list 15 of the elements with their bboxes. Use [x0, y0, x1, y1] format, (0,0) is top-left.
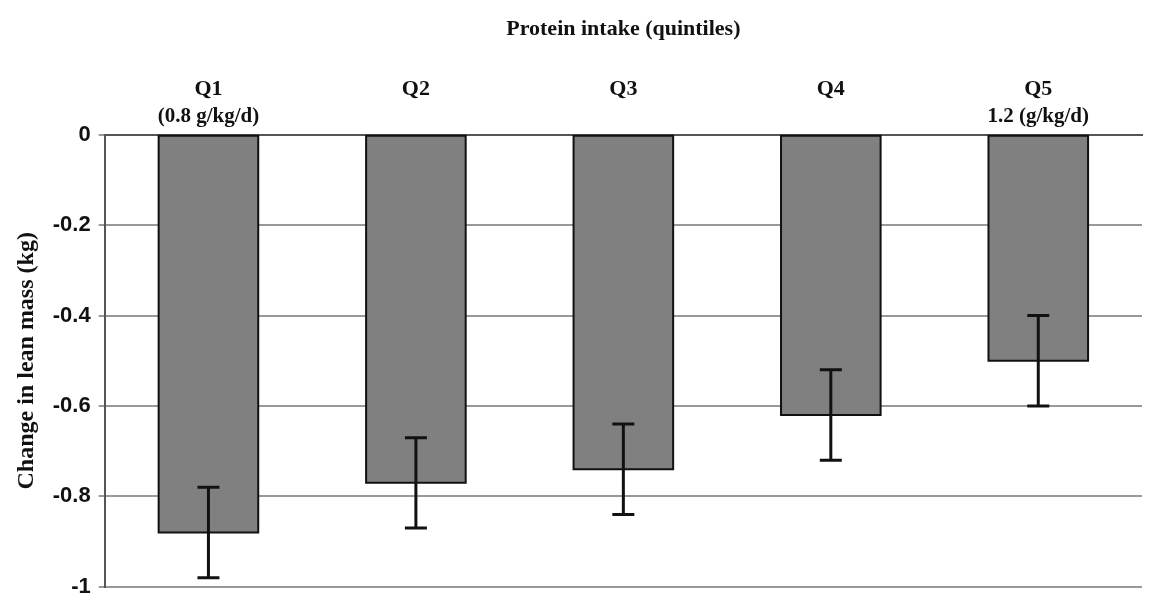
x-tick-label: Q2: [401, 75, 430, 101]
y-tick-label: 0: [78, 120, 91, 146]
y-tick-label: -1: [71, 572, 91, 598]
x-tick-label: Q4: [816, 75, 845, 101]
y-tick-label: -0.2: [52, 211, 91, 237]
x-axis-title: Protein intake (quintiles): [506, 14, 741, 40]
y-tick-label: -0.4: [52, 301, 92, 327]
annotation: (0.8 g/kg/d): [157, 102, 260, 127]
y-axis-title: Change in lean mass (kg): [11, 232, 38, 490]
y-tick-label: -0.6: [52, 392, 91, 418]
y-tick-label: -0.8: [52, 482, 91, 508]
x-tick-label: Q5: [1024, 75, 1053, 101]
x-tick-label: Q3: [609, 75, 638, 101]
x-tick-label: Q1: [194, 75, 223, 101]
annotation: 1.2 (g/kg/d): [987, 102, 1090, 127]
